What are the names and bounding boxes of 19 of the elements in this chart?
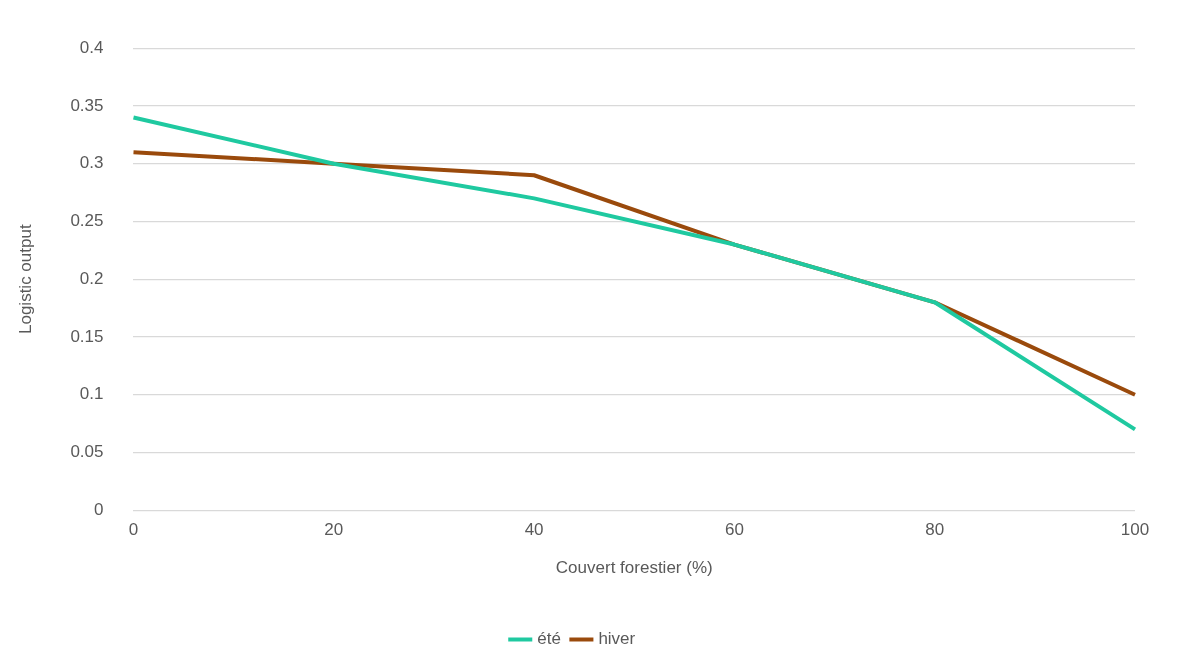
y-tick-label: 0.1 — [79, 384, 104, 404]
x-tick-label: 80 — [925, 520, 945, 540]
x-tick-label: 0 — [128, 520, 139, 540]
y-tick-label: 0 — [94, 499, 104, 519]
x-tick-label: 60 — [724, 520, 744, 540]
x-tick-label: 20 — [324, 520, 344, 540]
y-axis-title: Logistic output — [15, 224, 35, 335]
y-tick-label: 0.4 — [79, 37, 104, 57]
x-tick-label: 100 — [1120, 520, 1150, 540]
legend-label: hiver — [598, 629, 636, 649]
y-tick-label: 0.15 — [70, 326, 104, 346]
y-tick-label: 0.35 — [70, 95, 104, 115]
y-tick-label: 0.2 — [79, 268, 104, 288]
y-tick-label: 0.25 — [70, 211, 104, 231]
y-tick-label: 0.3 — [79, 153, 104, 173]
legend-label: été — [537, 629, 561, 649]
y-tick-label: 0.05 — [70, 442, 104, 462]
x-tick-label: 40 — [524, 520, 544, 540]
x-axis-title: Couvert forestier (%) — [555, 558, 713, 578]
